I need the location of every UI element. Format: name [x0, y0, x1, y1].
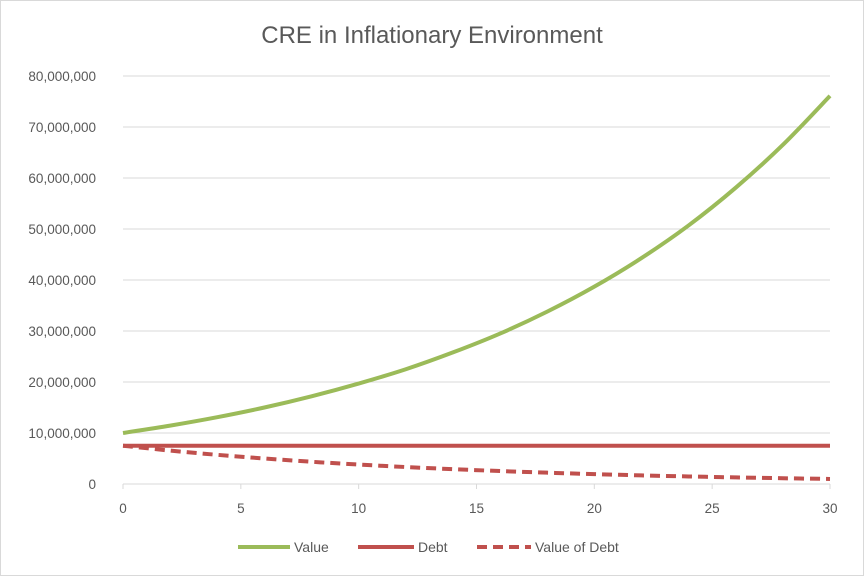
x-tick-label: 20	[587, 501, 602, 516]
y-tick-label: 10,000,000	[28, 426, 96, 441]
legend-item-debt: Debt	[358, 539, 448, 555]
legend-item-value-of-debt: Value of Debt	[477, 539, 619, 555]
gridlines	[123, 75, 830, 434]
x-tick-label: 5	[237, 501, 245, 516]
x-tick-label: 30	[822, 501, 837, 516]
y-tick-label: 60,000,000	[28, 171, 96, 186]
legend-label: Value of Debt	[535, 539, 619, 555]
axes: 0 10,000,000 20,000,000 30,000,000 40,000,00…	[28, 69, 837, 516]
y-tick-label: 70,000,000	[28, 120, 96, 135]
legend-label: Value	[294, 539, 329, 555]
series-line-value	[122, 94, 832, 435]
y-tick-label: 80,000,000	[28, 69, 96, 84]
y-tick-label: 0	[88, 477, 96, 492]
series-line-value-of-debt	[122, 443, 831, 481]
y-tick-label: 20,000,000	[28, 375, 96, 390]
legend-item-value: Value	[238, 539, 329, 555]
x-tick-label: 25	[705, 501, 720, 516]
y-tick-label: 50,000,000	[28, 222, 96, 237]
legend-label: Debt	[418, 539, 448, 555]
y-tick-label: 40,000,000	[28, 273, 96, 288]
x-tick-label: 0	[119, 501, 127, 516]
x-tick-label: 15	[469, 501, 484, 516]
x-tick-label: 10	[351, 501, 366, 516]
y-tick-label: 30,000,000	[28, 324, 96, 339]
series-lines	[122, 94, 832, 481]
legend: Value Debt Value of Debt	[238, 539, 619, 555]
chart-title: CRE in Inflationary Environment	[261, 22, 603, 49]
